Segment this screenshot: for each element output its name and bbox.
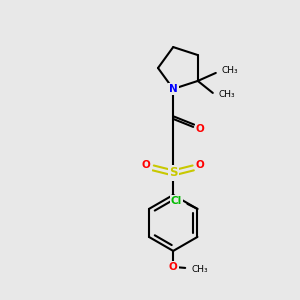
Text: N: N	[169, 84, 178, 94]
Text: O: O	[196, 160, 205, 170]
Text: Cl: Cl	[171, 196, 182, 206]
Text: CH₃: CH₃	[219, 90, 236, 99]
Text: CH₃: CH₃	[222, 66, 238, 75]
Text: O: O	[142, 160, 151, 170]
Text: S: S	[169, 167, 178, 179]
Text: CH₃: CH₃	[191, 266, 208, 274]
Text: O: O	[169, 262, 178, 272]
Text: O: O	[196, 124, 205, 134]
